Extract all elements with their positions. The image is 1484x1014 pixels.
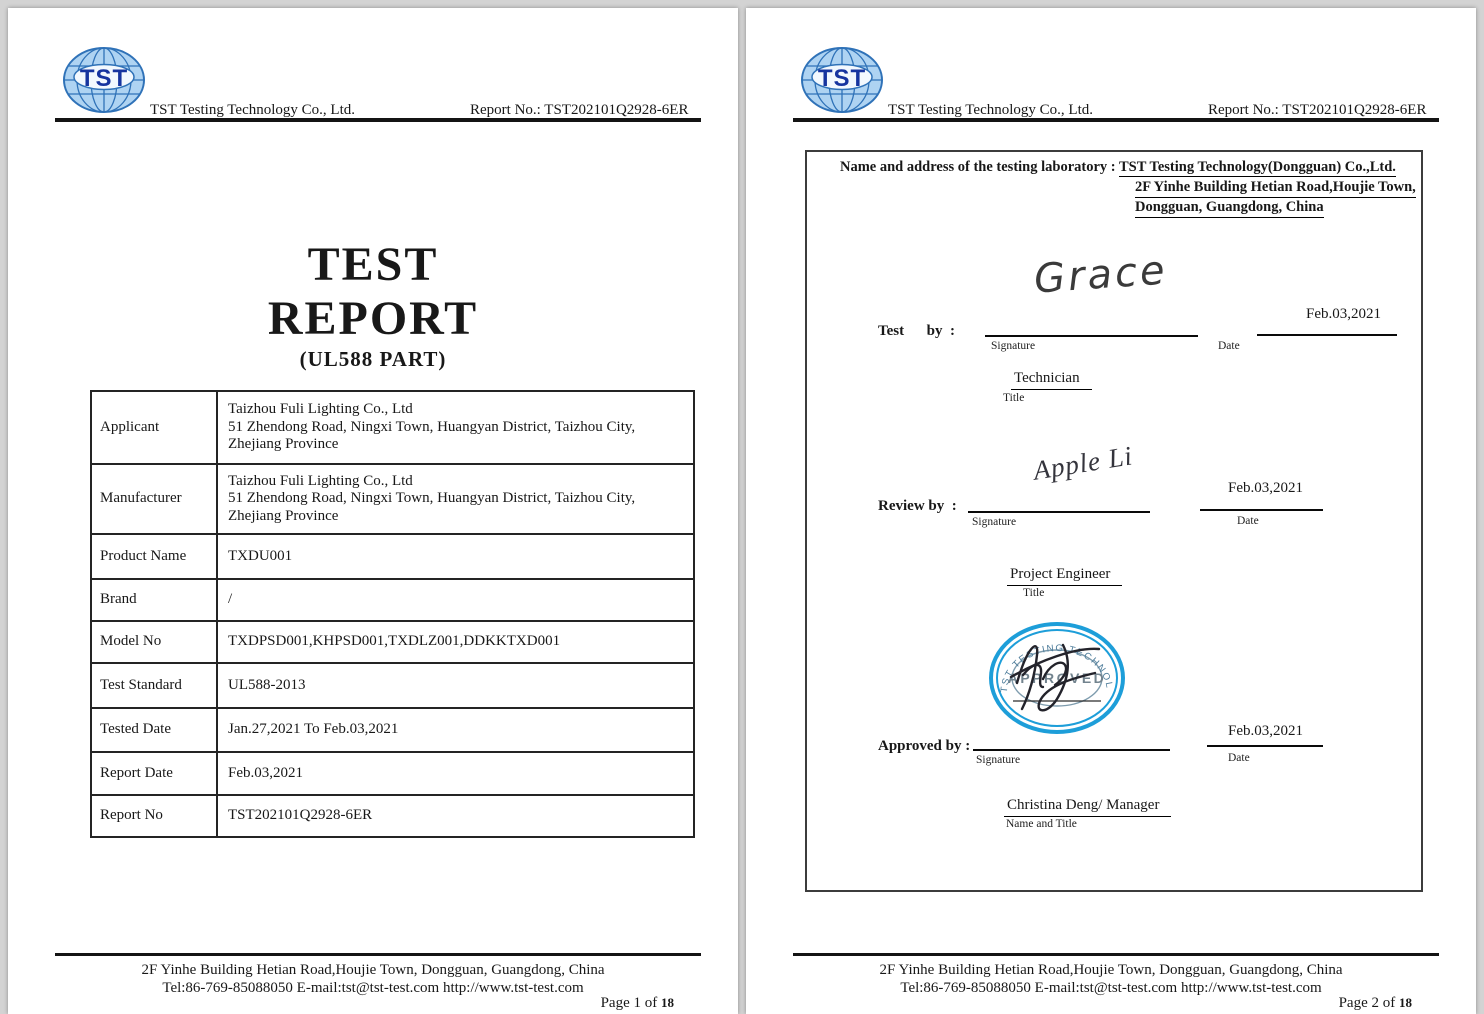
approved-by-signature-handwriting (1009, 643, 1101, 712)
review-by-role-label: Review by : (878, 498, 957, 514)
approved-by-signature-line (973, 749, 1170, 751)
header-rule (55, 118, 701, 122)
page-number-total: 18 (1399, 995, 1412, 1010)
row-value: Taizhou Fuli Lighting Co., Ltd 51 Zhendo… (216, 390, 695, 465)
test-by-title-caption: Title (1003, 392, 1025, 404)
approved-by-date-value: Feb.03,2021 (1228, 723, 1303, 739)
report-title-line1: TEST (307, 238, 439, 291)
footer-address: 2F Yinhe Building Hetian Road,Houjie Tow… (141, 962, 605, 978)
row-value: Feb.03,2021 (216, 751, 695, 796)
approved-by-role-label: Approved by : (878, 738, 971, 754)
row-label: Brand (90, 578, 218, 622)
tst-globe-logo: TST (801, 47, 883, 113)
review-by-signature-caption: Signature (972, 516, 1017, 528)
row-value: / (216, 578, 695, 622)
row-value: Taizhou Fuli Lighting Co., Ltd 51 Zhendo… (216, 463, 695, 535)
approved-by-date-caption: Date (1228, 752, 1250, 764)
lab-name: TST Testing Technology(Dongguan) Co.,Ltd… (1119, 159, 1396, 177)
row-label: Test Standard (90, 662, 218, 709)
table-row: Test Standard UL588-2013 (90, 662, 695, 709)
page-number-total: 18 (661, 995, 674, 1010)
row-label: Applicant (90, 390, 218, 465)
table-row: Manufacturer Taizhou Fuli Lighting Co., … (90, 463, 695, 535)
footer-rule (793, 953, 1439, 956)
logo-text: TST (818, 65, 866, 92)
test-by-title-value: Technician (1011, 369, 1092, 390)
lab-address-line1: 2F Yinhe Building Hetian Road,Houjie Tow… (1135, 179, 1416, 198)
table-row: Model No TXDPSD001,KHPSD001,TXDLZ001,DDK… (90, 620, 695, 664)
review-by-title-value: Project Engineer (1007, 565, 1123, 586)
lab-label: Name and address of the testing laborato… (840, 159, 1116, 175)
footer-rule (55, 953, 701, 956)
row-label: Manufacturer (90, 463, 218, 535)
tst-globe-logo: TST (63, 47, 145, 113)
header-company: TST Testing Technology Co., Ltd. (150, 102, 355, 118)
review-by-title-caption: Title (1023, 587, 1045, 599)
test-by-role-label: Test by : (878, 323, 955, 339)
review-by-signature-line (968, 511, 1150, 513)
test-by-signature-line (985, 335, 1198, 337)
row-value: UL588-2013 (216, 662, 695, 709)
table-row: Product Name TXDU001 (90, 533, 695, 580)
page-number: Page 1 of 18 (601, 994, 674, 1012)
test-by-date-caption: Date (1218, 340, 1240, 352)
row-label: Product Name (90, 533, 218, 580)
row-label: Report Date (90, 751, 218, 796)
approved-by-date-line (1207, 745, 1323, 747)
test-by-signature-handwriting: Grace (1032, 247, 1170, 303)
row-label: Tested Date (90, 707, 218, 753)
report-title-line2: REPORT (267, 292, 479, 345)
test-by-date-value: Feb.03,2021 (1306, 306, 1381, 322)
header-company: TST Testing Technology Co., Ltd. (888, 102, 1093, 118)
row-value: TXDPSD001,KHPSD001,TXDLZ001,DDKKTXD001 (216, 620, 695, 664)
footer-contact: Tel:86-769-85088050 E-mail:tst@tst-test.… (900, 980, 1322, 996)
row-value: Jan.27,2021 To Feb.03,2021 (216, 707, 695, 753)
table-row: Applicant Taizhou Fuli Lighting Co., Ltd… (90, 390, 695, 465)
signoff-box (805, 150, 1423, 892)
review-by-date-caption: Date (1237, 515, 1259, 527)
approved-by-name-caption: Name and Title (1006, 818, 1077, 830)
test-by-date-line (1257, 334, 1397, 336)
lab-name-line: Name and address of the testing laborato… (840, 159, 1396, 177)
row-label: Model No (90, 620, 218, 664)
lab-address-line2: Dongguan, Guangdong, China (1135, 199, 1324, 218)
header-rule (793, 118, 1439, 122)
approved-by-name-value: Christina Deng/ Manager (1004, 796, 1172, 817)
page-number-label: Page 2 of (1338, 995, 1396, 1011)
report-title-line3: (UL588 PART) (299, 347, 447, 371)
page-number-label: Page 1 of (600, 995, 658, 1011)
table-row: Report Date Feb.03,2021 (90, 751, 695, 796)
table-row: Tested Date Jan.27,2021 To Feb.03,2021 (90, 707, 695, 753)
row-label: Report No (90, 794, 218, 838)
table-row: Brand / (90, 578, 695, 622)
report-info-table: Applicant Taizhou Fuli Lighting Co., Ltd… (90, 390, 695, 838)
footer-address: 2F Yinhe Building Hetian Road,Houjie Tow… (879, 962, 1343, 978)
footer-contact: Tel:86-769-85088050 E-mail:tst@tst-test.… (162, 980, 584, 996)
report-page-2: TST TST Testing Technology Co., Ltd. Rep… (746, 8, 1476, 1014)
logo-text: TST (80, 65, 128, 92)
approved-by-signature-caption: Signature (976, 754, 1021, 766)
test-by-signature-caption: Signature (991, 340, 1036, 352)
header-report-no: Report No.: TST202101Q2928-6ER (470, 102, 689, 118)
page-number: Page 2 of 18 (1339, 994, 1412, 1012)
review-by-date-value: Feb.03,2021 (1228, 480, 1303, 496)
header-report-no: Report No.: TST202101Q2928-6ER (1208, 102, 1427, 118)
approved-stamp: TST TESTING TECHNOLOGY CO., LTD. APPROVE… (987, 621, 1125, 734)
row-value: TXDU001 (216, 533, 695, 580)
review-by-date-line (1200, 509, 1323, 511)
table-row: Report No TST202101Q2928-6ER (90, 794, 695, 838)
row-value: TST202101Q2928-6ER (216, 794, 695, 838)
report-page-1: TST TST Testing Technology Co., Ltd. Rep… (8, 8, 738, 1014)
